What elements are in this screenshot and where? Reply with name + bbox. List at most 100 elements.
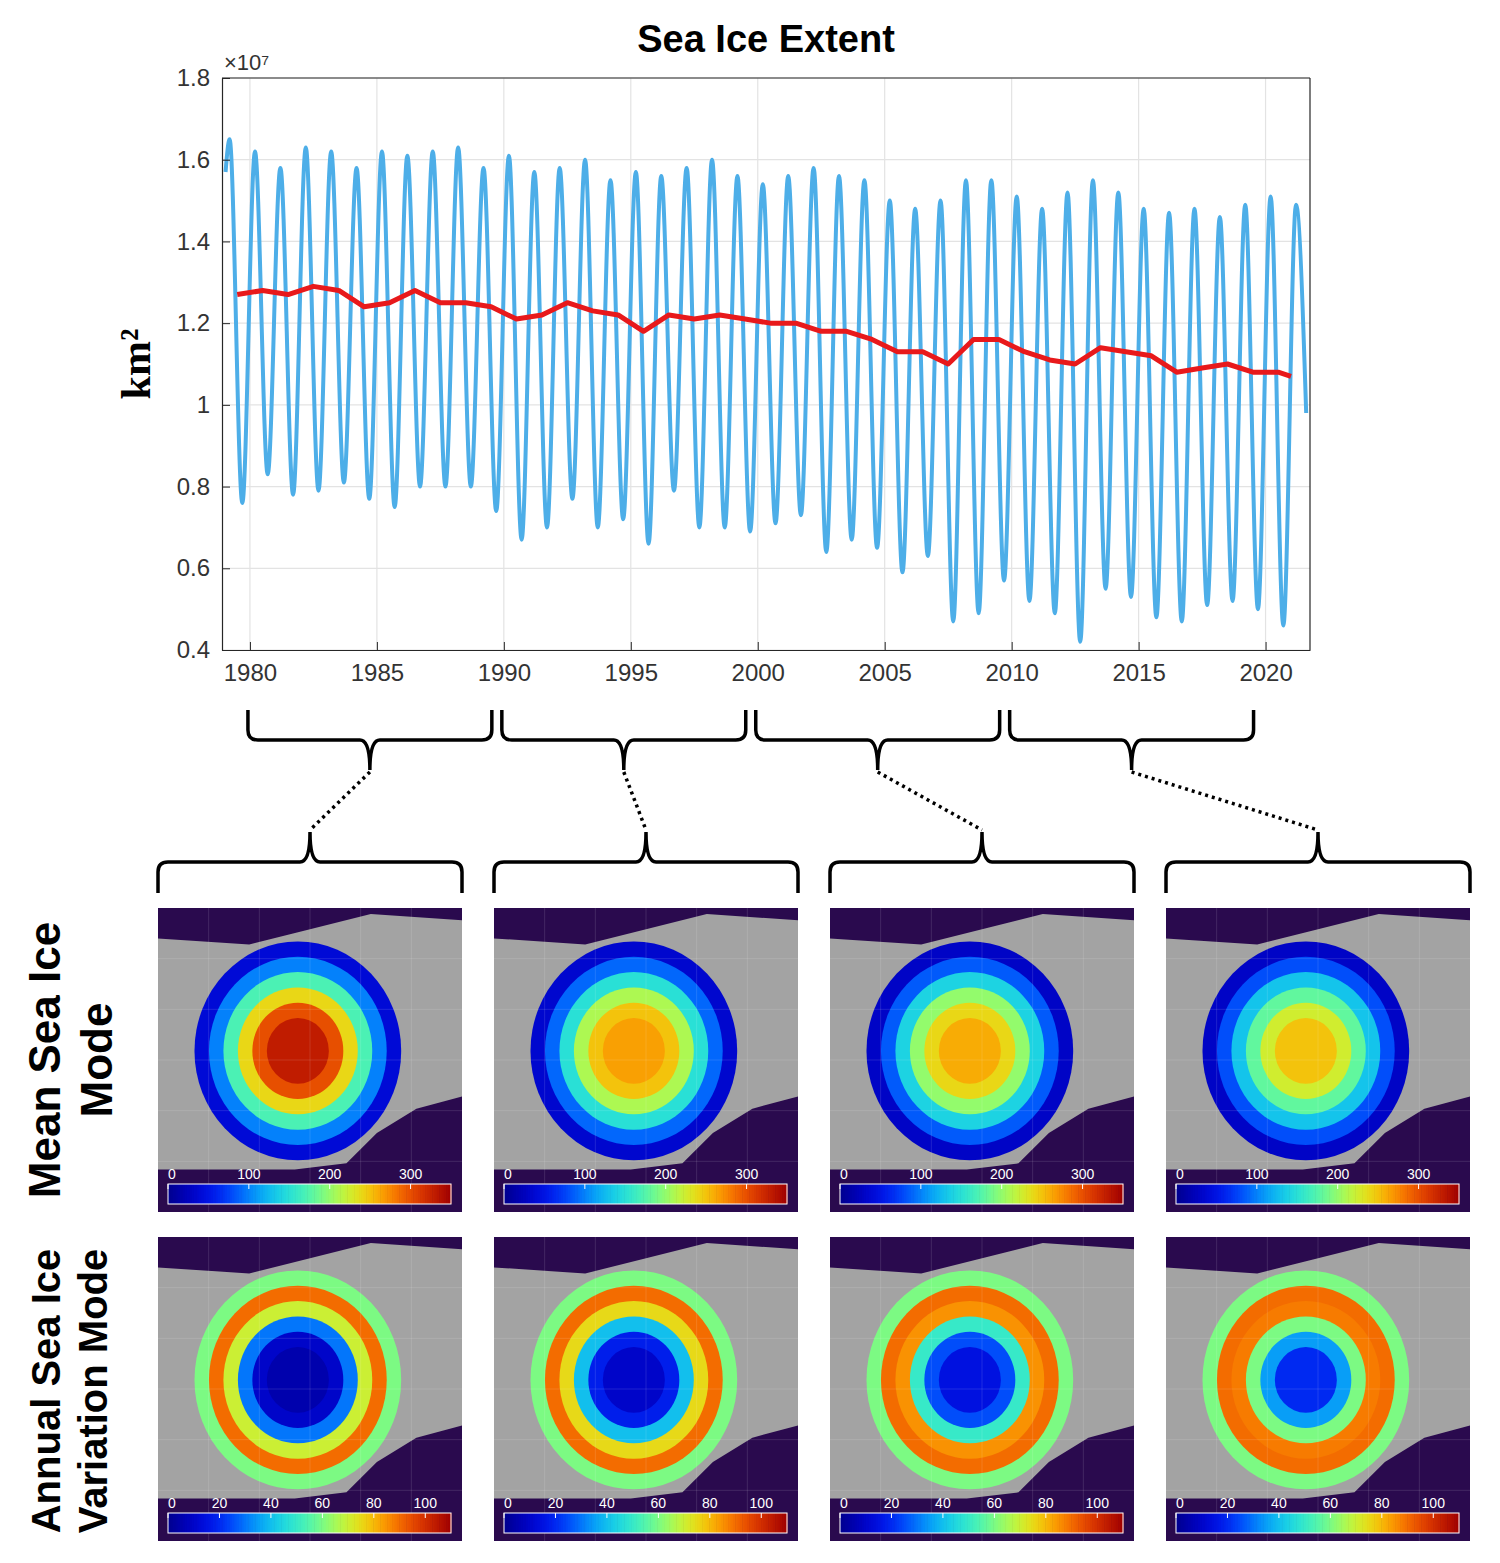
ice-zone: [1202, 1270, 1409, 1489]
plot-area: [222, 78, 1310, 650]
map-content: [158, 908, 462, 1212]
graticule: [494, 1110, 798, 1111]
y-tick: 0.6: [177, 554, 230, 581]
decade-bracket: [502, 710, 746, 770]
colorbar-tick-label: 40: [1271, 1495, 1287, 1511]
colorbar-tick: [248, 1184, 249, 1189]
ice-zone: [267, 1347, 329, 1413]
ice-zone: [574, 1316, 694, 1443]
y-tick-mark: [222, 568, 230, 569]
ice-zone: [238, 1316, 358, 1443]
ocean: [830, 908, 1134, 1212]
connector: [624, 772, 646, 830]
colorbar-tick: [1418, 1184, 1419, 1189]
y-tick-label: 1.4: [177, 228, 210, 255]
colorbar-tick: [410, 1184, 411, 1189]
colorbar-tick-label: 200: [990, 1166, 1014, 1182]
y-tick-mark: [222, 323, 230, 324]
colorbar-tick-label: 80: [702, 1495, 718, 1511]
colorbar-tick-label: 0: [840, 1166, 848, 1182]
colorbar: 0100200300: [168, 1166, 452, 1204]
graticule: [1083, 1237, 1084, 1541]
colorbar-tick: [168, 1513, 169, 1518]
colorbar-frame: [168, 1184, 451, 1204]
colorbar-tick-label: 0: [168, 1166, 176, 1182]
panel-bracket: [1166, 832, 1470, 893]
colorbar: 020406080100: [504, 1495, 788, 1533]
colorbar: 0100200300: [504, 1166, 788, 1204]
x-tick-mark: [504, 642, 505, 650]
y-axis-line: [222, 79, 223, 651]
colorbar-tick: [504, 1184, 505, 1189]
ice-zone: [574, 987, 694, 1114]
ice-zone: [1275, 1347, 1337, 1413]
graticule: [1166, 1389, 1470, 1390]
colorbar-tick: [761, 1513, 762, 1518]
colorbar-tick-label: 20: [884, 1495, 900, 1511]
graticule: [158, 1110, 462, 1111]
colorbar-frame: [840, 1513, 1123, 1533]
x-tick-mark: [1139, 642, 1140, 650]
plot-frame: [1309, 78, 1310, 650]
colorbar-tick: [1433, 1513, 1434, 1518]
colorbar-tick-label: 200: [318, 1166, 342, 1182]
ice-zone: [1231, 1301, 1380, 1459]
colorbar-tick-label: 40: [599, 1495, 615, 1511]
y-grid-line: [222, 77, 1310, 78]
colorbar-tick-label: 40: [263, 1495, 279, 1511]
plot-frame: [222, 77, 1310, 78]
colorbar-tick: [709, 1513, 710, 1518]
colorbar-tick: [840, 1513, 841, 1518]
ice-zone: [895, 972, 1044, 1130]
ice-zone: [924, 1332, 1015, 1428]
colorbar-tick: [322, 1513, 323, 1518]
colorbar-tick-label: 60: [1323, 1495, 1339, 1511]
brackets: [158, 710, 1470, 893]
y-tick-label: 0.6: [177, 554, 210, 581]
ice-zone: [866, 1270, 1073, 1489]
graticule: [494, 1389, 798, 1390]
ice-zone: [588, 1332, 679, 1428]
colorbar-tick-label: 200: [654, 1166, 678, 1182]
colorbar-tick: [1176, 1513, 1177, 1518]
colorbar-tick: [168, 1184, 169, 1189]
panel-bracket: [158, 832, 462, 893]
x-tick: 2000: [732, 642, 785, 686]
colorbar: 0100200300: [840, 1166, 1124, 1204]
colorbar-tick-label: 0: [1176, 1495, 1184, 1511]
ocean: [830, 1237, 1134, 1541]
panel-bracket: [830, 832, 1134, 893]
x-tick-label: 2005: [859, 659, 912, 686]
ocean: [1166, 908, 1470, 1212]
map-panel: 020406080100: [158, 1237, 462, 1541]
colorbar-tick-label: 300: [399, 1166, 423, 1182]
colorbar: 020406080100: [168, 1495, 452, 1533]
colorbar-tick-label: 200: [1326, 1166, 1350, 1182]
ice-zone: [1246, 1316, 1366, 1443]
y-offset-label: ×10⁷: [224, 50, 269, 75]
colorbar-frame: [1176, 1184, 1459, 1204]
ice-zone: [588, 1003, 679, 1099]
ice-zone: [924, 1003, 1015, 1099]
ice-zone: [559, 972, 708, 1130]
x-tick: 2020: [1239, 642, 1292, 686]
ice-zone: [238, 987, 358, 1114]
y-tick-mark: [222, 487, 230, 488]
x-tick: 1985: [351, 642, 404, 686]
row-label: Mean Sea IceMode: [20, 922, 121, 1198]
colorbar-tick: [1001, 1184, 1002, 1189]
y-tick: 0.8: [177, 473, 230, 500]
map-content: [158, 1237, 462, 1541]
graticule: [830, 1490, 1134, 1491]
x-tick: 2015: [1112, 642, 1165, 686]
y-tick-mark: [222, 241, 230, 242]
colorbar-tick: [1256, 1184, 1257, 1189]
colorbar-tick: [1330, 1513, 1331, 1518]
colorbar-tick-label: 0: [504, 1166, 512, 1182]
colorbar-tick: [219, 1513, 220, 1518]
colorbar-tick-label: 100: [1245, 1166, 1269, 1182]
y-axis: 0.40.60.811.21.41.61.8: [177, 64, 230, 663]
colorbar-tick-label: 300: [735, 1166, 759, 1182]
connector: [878, 772, 982, 830]
y-tick: 1.4: [177, 228, 230, 255]
